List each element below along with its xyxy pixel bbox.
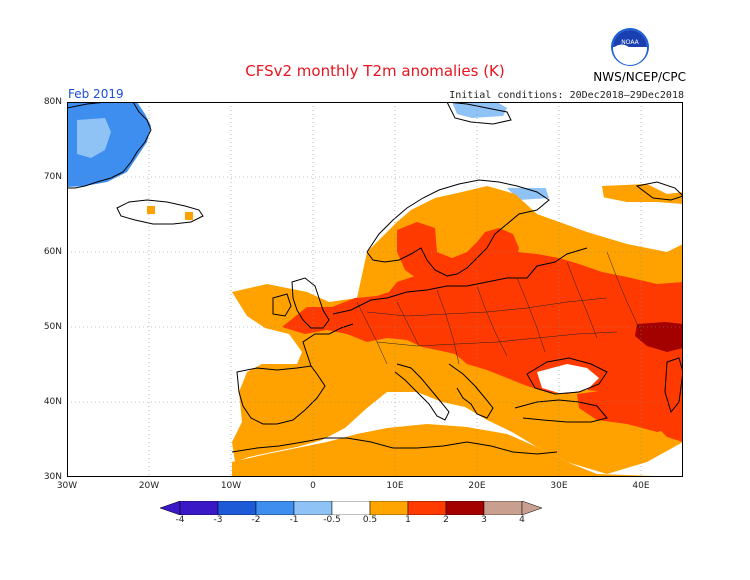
lat-label-80n: 80N <box>43 97 62 107</box>
color-bar-tick-label: 1 <box>405 515 411 525</box>
noaa-logo: NOAA <box>611 28 649 66</box>
weak-warm-anomaly-north-africa <box>232 424 683 477</box>
color-bar-tick-label: -1 <box>289 515 299 525</box>
color-bar-tick-label: -4 <box>175 515 185 525</box>
lat-label-50n: 50N <box>43 322 62 332</box>
lon-label-30w: 30W <box>56 481 78 491</box>
color-bar-tick-label: -2 <box>251 515 261 525</box>
lon-label-20e: 20E <box>468 481 486 491</box>
coastline-novaya-zemlya <box>635 181 683 201</box>
initial-conditions: Initial conditions: 20Dec2018–29Dec2018 <box>449 90 684 101</box>
color-bar-tick-label: -3 <box>213 515 223 525</box>
color-bar-tick-label: 3 <box>481 515 487 525</box>
weak-cool-anomaly-arctic <box>452 102 507 118</box>
coastline-italy <box>394 363 450 421</box>
color-bar-arrow-low <box>160 501 181 515</box>
lon-label-30e: 30E <box>550 481 568 491</box>
lat-label-40n: 40N <box>43 397 62 407</box>
coastline-iceland <box>116 199 204 225</box>
color-bar-cell <box>483 501 523 515</box>
color-bar-cell <box>255 501 295 515</box>
coastline-greenland <box>67 102 152 189</box>
color-bar-cell <box>369 501 409 515</box>
lon-label-10e: 10E <box>386 481 404 491</box>
neutral-region-black-sea <box>537 364 599 394</box>
color-bar-cell <box>293 501 333 515</box>
lat-label-70n: 70N <box>43 172 62 182</box>
extreme-warm-anomaly-russia <box>635 322 683 352</box>
color-bar-tick-label: -0.5 <box>323 515 341 525</box>
lon-label-10w: 10W <box>220 481 242 491</box>
map-frame <box>67 102 683 477</box>
country-borders <box>356 251 640 365</box>
color-bar-cell <box>445 501 485 515</box>
color-bar-cell <box>331 501 371 515</box>
coastline-anatolia <box>514 399 608 423</box>
lat-label-60n: 60N <box>43 247 62 257</box>
coastline-europe-west <box>332 247 588 315</box>
agency-label: NWS/NCEP/CPC <box>593 70 686 84</box>
coastline-balkans <box>448 363 494 419</box>
gridlines <box>67 102 683 477</box>
noaa-logo-text: NOAA <box>621 39 639 46</box>
forecast-month: Feb 2019 <box>68 87 124 101</box>
coastline-scandinavia <box>366 179 550 277</box>
chart-title: CFSv2 monthly T2m anomalies (K) <box>245 62 505 80</box>
coastline-ireland <box>272 293 292 317</box>
color-bar <box>160 501 543 515</box>
color-bar-tick-label: 4 <box>519 515 525 525</box>
anomaly-fields <box>67 102 683 477</box>
strong-warm-anomaly-scandinavia <box>397 222 519 284</box>
weak-warm-anomaly-iceland <box>147 206 155 214</box>
color-bar-arrow-high <box>521 501 543 515</box>
coastlines <box>67 102 683 455</box>
neutral-region-arctic <box>507 186 683 252</box>
color-bar-tick-label: 0.5 <box>362 515 378 525</box>
coastline-north-africa <box>231 437 558 455</box>
lon-label-20w: 20W <box>138 481 160 491</box>
anomaly-map <box>67 102 683 477</box>
weak-cool-anomaly-greenland <box>77 118 111 158</box>
lon-label-0: 0 <box>310 481 316 491</box>
strong-warm-anomaly-anatolia <box>577 390 677 432</box>
color-bar-cells <box>160 501 543 515</box>
coastline-svalbard <box>446 102 512 125</box>
coastline-black-sea <box>526 357 608 395</box>
color-bar-cell <box>217 501 257 515</box>
color-bar-cell <box>179 501 219 515</box>
lon-label-40e: 40E <box>632 481 650 491</box>
coastline-britain <box>291 277 330 329</box>
weak-warm-anomaly-iceland-2 <box>185 212 193 220</box>
strong-warm-anomaly-central-europe <box>282 252 683 442</box>
color-bar-cell <box>407 501 447 515</box>
coastline-iberia <box>236 365 326 425</box>
coastline-france <box>302 323 354 367</box>
lat-label-30n: 30N <box>43 472 62 482</box>
color-bar-tick-label: 2 <box>443 515 449 525</box>
